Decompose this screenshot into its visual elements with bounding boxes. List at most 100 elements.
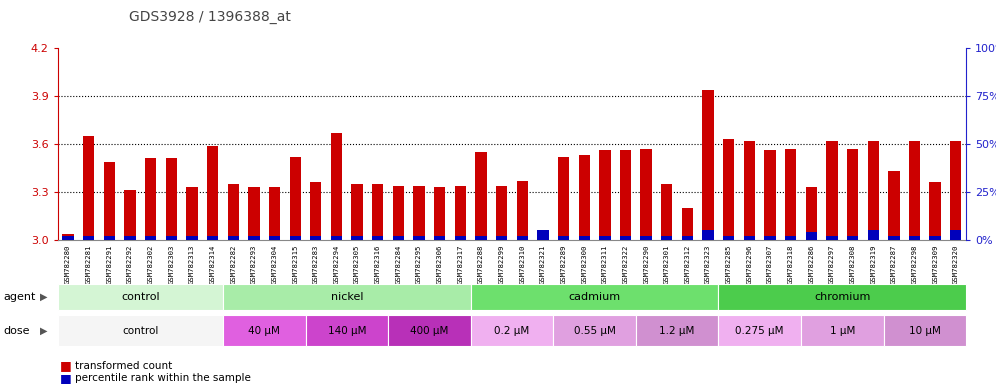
- Text: nickel: nickel: [331, 292, 363, 302]
- Bar: [413, 185, 424, 240]
- Bar: [579, 155, 590, 240]
- Bar: [186, 236, 197, 240]
- Bar: [537, 230, 549, 240]
- Text: chromium: chromium: [814, 292, 871, 302]
- Bar: [165, 236, 177, 240]
- Bar: [661, 236, 672, 240]
- Text: ▶: ▶: [40, 292, 48, 302]
- Bar: [764, 151, 776, 240]
- Bar: [269, 187, 280, 240]
- Text: dose: dose: [3, 326, 30, 336]
- Bar: [600, 236, 611, 240]
- Text: 1.2 μM: 1.2 μM: [659, 326, 695, 336]
- Text: 400 μM: 400 μM: [410, 326, 448, 336]
- Bar: [847, 149, 859, 240]
- Bar: [475, 152, 487, 240]
- Text: control: control: [123, 326, 158, 336]
- Text: agent: agent: [3, 292, 36, 302]
- Bar: [847, 236, 859, 240]
- Text: 1 μM: 1 μM: [830, 326, 855, 336]
- Bar: [888, 236, 899, 240]
- Bar: [186, 187, 197, 240]
- Bar: [373, 184, 383, 240]
- Bar: [868, 230, 878, 240]
- Bar: [392, 236, 404, 240]
- Bar: [227, 184, 239, 240]
- Bar: [558, 236, 570, 240]
- Bar: [63, 233, 74, 240]
- Text: ▶: ▶: [40, 326, 48, 336]
- Bar: [517, 181, 528, 240]
- Bar: [868, 141, 878, 240]
- Bar: [413, 236, 424, 240]
- Bar: [124, 236, 135, 240]
- Text: control: control: [122, 292, 159, 302]
- Bar: [352, 184, 363, 240]
- Bar: [744, 236, 755, 240]
- Bar: [227, 236, 239, 240]
- Bar: [827, 236, 838, 240]
- Text: 0.2 μM: 0.2 μM: [494, 326, 530, 336]
- Bar: [785, 149, 797, 240]
- Bar: [640, 236, 651, 240]
- Text: ■: ■: [60, 372, 72, 384]
- Bar: [929, 236, 941, 240]
- Text: GDS3928 / 1396388_at: GDS3928 / 1396388_at: [129, 10, 292, 23]
- Bar: [496, 236, 507, 240]
- Text: 0.275 μM: 0.275 μM: [735, 326, 784, 336]
- Bar: [785, 236, 797, 240]
- Bar: [63, 236, 74, 240]
- Bar: [661, 184, 672, 240]
- Bar: [392, 185, 404, 240]
- Bar: [702, 230, 714, 240]
- Bar: [310, 236, 322, 240]
- Bar: [454, 236, 466, 240]
- Bar: [537, 232, 549, 240]
- Bar: [145, 236, 156, 240]
- Bar: [475, 236, 487, 240]
- Bar: [145, 159, 156, 240]
- Bar: [165, 159, 177, 240]
- Bar: [290, 236, 301, 240]
- Bar: [331, 133, 343, 240]
- Bar: [517, 236, 528, 240]
- Bar: [558, 157, 570, 240]
- Bar: [83, 136, 95, 240]
- Bar: [434, 187, 445, 240]
- Text: 40 μM: 40 μM: [248, 326, 280, 336]
- Bar: [723, 236, 734, 240]
- Text: 10 μM: 10 μM: [909, 326, 941, 336]
- Bar: [620, 151, 631, 240]
- Bar: [702, 89, 714, 240]
- Text: transformed count: transformed count: [75, 361, 172, 371]
- Bar: [681, 208, 693, 240]
- Bar: [290, 157, 301, 240]
- Bar: [950, 230, 961, 240]
- Bar: [124, 190, 135, 240]
- Bar: [908, 236, 920, 240]
- Bar: [681, 236, 693, 240]
- Bar: [454, 185, 466, 240]
- Bar: [827, 141, 838, 240]
- Bar: [248, 236, 260, 240]
- Text: ■: ■: [60, 359, 72, 372]
- Bar: [908, 141, 920, 240]
- Bar: [104, 236, 116, 240]
- Bar: [600, 151, 611, 240]
- Text: cadmium: cadmium: [569, 292, 621, 302]
- Bar: [83, 236, 95, 240]
- Bar: [104, 162, 116, 240]
- Bar: [806, 187, 817, 240]
- Text: 0.55 μM: 0.55 μM: [574, 326, 616, 336]
- Bar: [434, 236, 445, 240]
- Bar: [496, 185, 507, 240]
- Bar: [950, 141, 961, 240]
- Bar: [248, 187, 260, 240]
- Bar: [888, 171, 899, 240]
- Bar: [310, 182, 322, 240]
- Bar: [207, 146, 218, 240]
- Bar: [579, 236, 590, 240]
- Bar: [207, 236, 218, 240]
- Bar: [620, 236, 631, 240]
- Bar: [352, 236, 363, 240]
